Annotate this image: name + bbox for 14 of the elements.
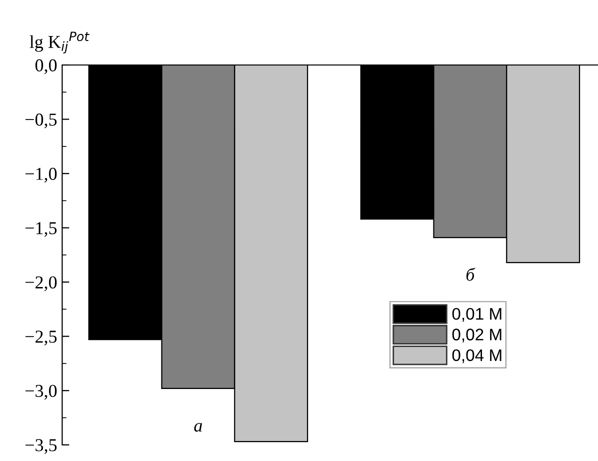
y-tick-label: −3,0 <box>25 384 57 400</box>
y-tick-label: −2,0 <box>25 276 57 292</box>
y-tick-label: −1,0 <box>25 168 57 183</box>
legend-label: 0,02 M <box>452 328 502 342</box>
x-tick-label: б <box>466 268 476 281</box>
y-tick-label: −1,5 <box>25 222 57 237</box>
legend-label: 0,01 M <box>452 308 502 322</box>
y-tick-label: 0,0 <box>35 59 57 74</box>
y-axis-title: lg K$_{ij}$$^{Pot}$ <box>30 32 90 54</box>
y-tick-label: −0,5 <box>25 114 57 128</box>
y-tick-label: −2,5 <box>25 330 57 346</box>
x-tick-label: а <box>194 423 202 432</box>
legend-label: 0,04 M <box>452 349 502 364</box>
y-tick-label: −3,5 <box>25 439 57 454</box>
